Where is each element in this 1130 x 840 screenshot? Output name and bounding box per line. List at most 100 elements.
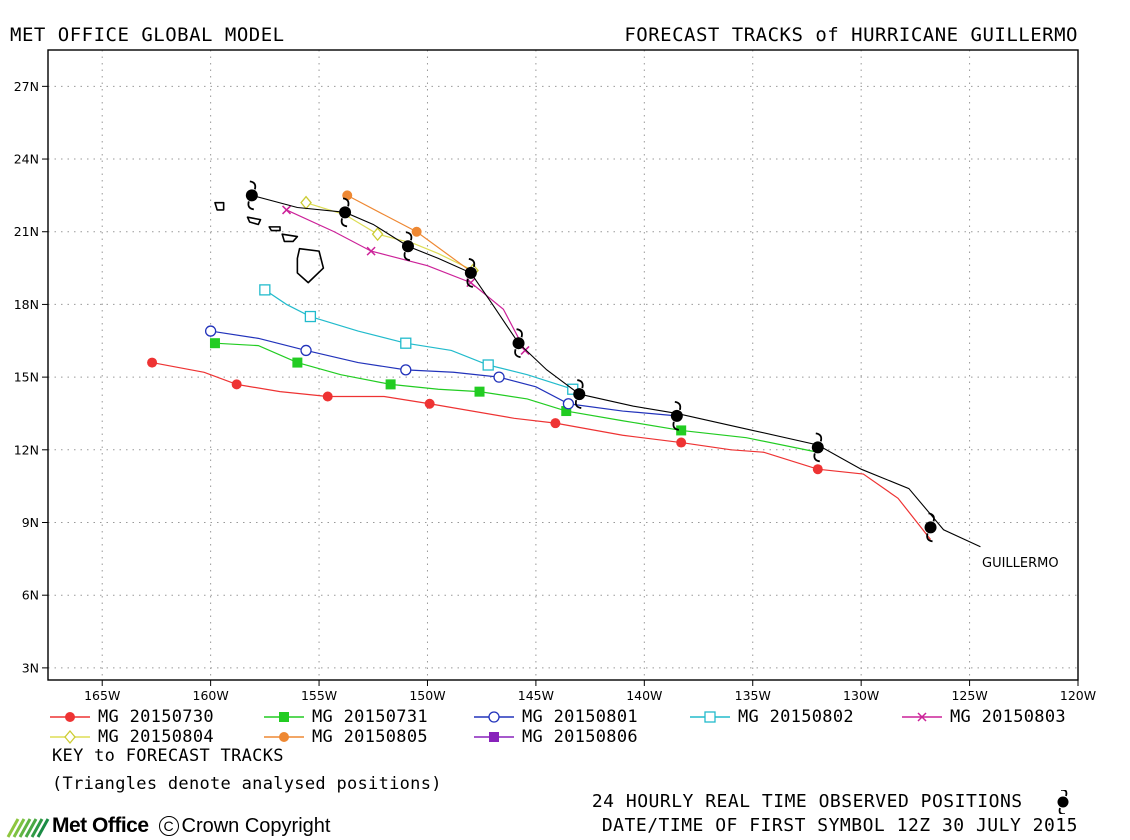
hurricane-arm (926, 533, 933, 543)
legend-swatch-5 (50, 729, 90, 745)
observed-track (245, 180, 981, 548)
first-symbol-note: DATE/TIME OF FIRST SYMBOL 12Z 30 JULY 20… (601, 815, 1078, 836)
track-point (259, 284, 271, 296)
legend-label-7: MG 20150806 (522, 727, 638, 747)
legend-item-3: MG 20150802 (688, 706, 854, 728)
track-line (286, 209, 526, 351)
island-outline (296, 247, 325, 284)
track-point (371, 227, 384, 242)
legend-label-0: MG 20150730 (98, 707, 214, 727)
legend-swatch-1 (264, 712, 304, 722)
track-line (346, 194, 474, 274)
hurricane-arm (403, 252, 411, 262)
hurricane-core (245, 189, 258, 202)
track-point (493, 371, 505, 383)
legend-item-6: MG 20150805 (262, 726, 428, 748)
legend-swatch-7 (474, 732, 514, 742)
track-line (210, 330, 677, 417)
hurricane-arm (340, 218, 348, 228)
observed-hurricane-symbol (573, 379, 586, 409)
track-0 (147, 357, 932, 540)
track-line (214, 342, 818, 453)
hurricane-arm (813, 453, 820, 463)
legend-label-6: MG 20150805 (312, 727, 428, 747)
legend-label-1: MG 20150731 (312, 707, 428, 727)
legend-label-3: MG 20150802 (738, 707, 854, 727)
track-1 (209, 338, 818, 453)
x-tick-label: 165W (84, 688, 120, 703)
observed-hurricane-symbol (339, 197, 352, 228)
observed-hurricane-symbol (464, 258, 477, 288)
x-tick-label: 135W (735, 688, 771, 703)
observed-hurricane-symbol (401, 231, 414, 262)
y-tick-label: 12N (14, 442, 39, 457)
hurricane-core (573, 388, 586, 401)
track-point (562, 398, 575, 410)
track-point (300, 344, 312, 357)
observed-hurricane-symbol (512, 328, 525, 359)
forecast-tracks (147, 190, 932, 540)
legend-item-7: MG 20150806 (472, 726, 638, 748)
island-outline (214, 201, 225, 211)
grid-lines (48, 50, 1079, 680)
track-point (204, 325, 217, 337)
x-tick-label: 155W (301, 688, 337, 703)
observed-hurricane-symbol (245, 180, 258, 211)
track-point (400, 337, 412, 349)
x-tick-label: 130W (843, 688, 879, 703)
hurricane-arm (574, 399, 582, 409)
hurricane-arm (516, 328, 523, 338)
copyright-icon: C (158, 816, 179, 836)
island-outline (246, 216, 262, 226)
copyright: C Crown Copyright (158, 814, 331, 838)
track-point (209, 338, 220, 349)
track-point (550, 418, 561, 429)
track-map: 165W 160W 155W 150W 145W 140W 135W 130W 125W 120W… (14, 49, 1096, 703)
y-tick-label: 21N (14, 224, 39, 239)
legend-swatch-3 (690, 711, 730, 723)
hurricane-arm (672, 421, 680, 431)
y-tick-label: 15N (14, 370, 39, 385)
hurricane-symbol-icon (1057, 788, 1069, 816)
plot-frame (47, 49, 1079, 681)
legend-swatch-2 (474, 711, 514, 723)
hurricane-arm (342, 197, 350, 207)
track-point (561, 406, 572, 417)
track-point (366, 246, 376, 256)
met-office-logo: Met Office C Crown Copyright (4, 812, 330, 840)
track-point (474, 386, 485, 397)
track-point (304, 310, 317, 323)
hurricane-core (512, 337, 525, 350)
legend-swatch-6 (264, 732, 304, 742)
met-office-brand: Met Office (52, 814, 149, 837)
header-model-title: MET OFFICE GLOBAL MODEL (10, 24, 285, 46)
track-line (305, 202, 474, 272)
hurricane-arm (928, 512, 935, 522)
x-tick-label: 150W (409, 688, 445, 703)
hurricane-arm (577, 379, 584, 389)
hurricane-arm (249, 180, 257, 190)
island-outline (281, 233, 299, 243)
legend: MG 20150730 MG 20150731 MG 20150801 MG 2… (48, 706, 1118, 756)
hawaiian-islands (214, 201, 325, 284)
legend-item-1: MG 20150731 (262, 706, 428, 728)
track-point (812, 464, 823, 475)
observed-positions-text: 24 HOURLY REAL TIME OBSERVED POSITIONS (591, 791, 1023, 812)
legend-swatch-4 (902, 712, 942, 722)
hurricane-core (670, 409, 683, 422)
track-point (322, 391, 333, 402)
track-point (400, 364, 412, 376)
track-2 (204, 325, 677, 417)
legend-item-0: MG 20150730 (48, 706, 214, 728)
track-4 (281, 205, 530, 355)
x-tick-label: 125W (951, 688, 987, 703)
header-chart-title: FORECAST TRACKS of HURRICANE GUILLERMO (624, 24, 1078, 46)
hurricane-arm (405, 231, 413, 241)
hurricane-arm (674, 400, 682, 411)
copyright-text: Crown Copyright (181, 814, 331, 837)
x-tick-label: 140W (626, 688, 662, 703)
hurricane-core (464, 266, 477, 279)
island-outline (268, 226, 281, 232)
triangle-note: (Triangles denote analysed positions) (52, 774, 442, 794)
track-point (292, 357, 303, 368)
